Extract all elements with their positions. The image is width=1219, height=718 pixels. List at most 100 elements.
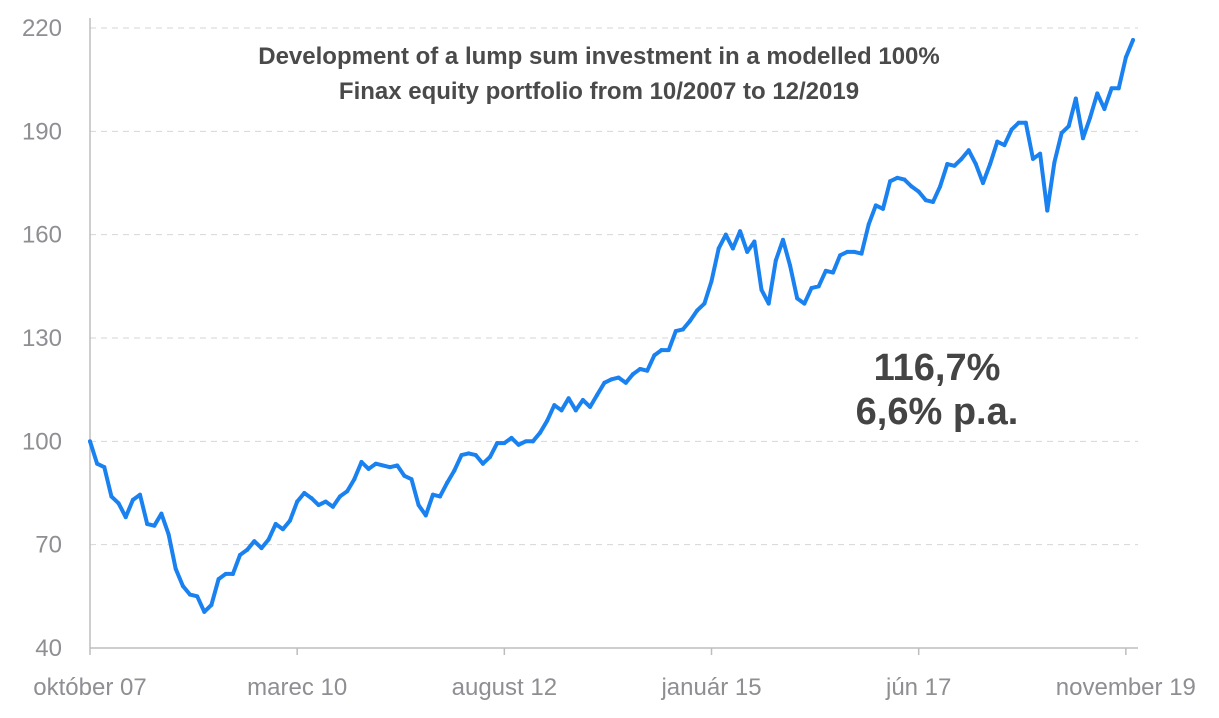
data-point — [330, 504, 335, 509]
data-point — [595, 392, 600, 397]
data-point — [909, 184, 914, 189]
data-point — [480, 461, 485, 466]
data-point — [823, 268, 828, 273]
data-point — [230, 571, 235, 576]
title-line-2: Finax equity portfolio from 10/2007 to 1… — [339, 78, 859, 105]
data-point — [573, 408, 578, 413]
data-point — [109, 494, 114, 499]
data-point — [638, 367, 643, 371]
data-point — [538, 430, 543, 435]
data-point — [216, 577, 221, 582]
y-tick-label: 130 — [22, 325, 62, 352]
data-point — [838, 253, 843, 258]
data-point — [980, 181, 985, 185]
data-point — [95, 461, 100, 466]
data-point — [859, 251, 864, 256]
data-point — [666, 348, 671, 353]
data-point — [888, 179, 893, 184]
data-point — [395, 463, 400, 468]
data-point — [866, 222, 871, 227]
x-tick-label: marec 10 — [247, 674, 347, 701]
data-point — [702, 301, 707, 306]
data-point — [566, 396, 571, 401]
data-point — [459, 453, 464, 458]
data-point — [188, 592, 193, 597]
data-point — [880, 206, 885, 211]
title-line-1: Development of a lump sum investment in … — [258, 43, 940, 70]
grid-lines — [89, 18, 1138, 649]
data-point — [616, 375, 621, 380]
data-point — [380, 463, 385, 468]
data-point — [1095, 91, 1100, 96]
data-point — [1059, 131, 1064, 136]
data-point — [338, 494, 343, 499]
series-line — [88, 38, 1135, 614]
data-point — [588, 404, 593, 409]
data-point — [166, 532, 171, 537]
data-point — [545, 418, 550, 423]
data-point — [709, 279, 714, 284]
data-point — [1066, 124, 1071, 129]
data-point — [409, 477, 414, 482]
data-point — [745, 249, 750, 254]
data-point — [416, 503, 421, 508]
data-point — [295, 499, 300, 504]
data-point — [995, 139, 1000, 144]
data-point — [495, 441, 500, 446]
data-point — [502, 441, 507, 446]
data-point — [1030, 156, 1035, 161]
data-point — [130, 497, 135, 502]
data-point — [680, 327, 685, 332]
data-point — [730, 246, 735, 251]
data-point — [352, 477, 357, 482]
data-point — [923, 198, 928, 203]
data-point — [780, 237, 785, 242]
data-point — [788, 263, 793, 268]
data-point — [1009, 127, 1014, 132]
data-point — [802, 301, 807, 306]
data-point — [630, 372, 635, 377]
chart-title: Development of a lump sum investment in … — [258, 43, 940, 105]
data-point — [345, 489, 350, 494]
data-point — [645, 368, 650, 373]
y-tick-label: 70 — [35, 532, 62, 559]
data-point — [673, 329, 678, 334]
data-point — [766, 301, 771, 306]
data-point — [266, 537, 271, 542]
data-point — [530, 439, 535, 444]
data-point — [759, 287, 764, 292]
data-point — [723, 232, 728, 237]
data-point — [602, 380, 607, 385]
x-tick-label: jún 17 — [885, 674, 951, 701]
data-point — [1045, 208, 1050, 213]
data-point — [916, 189, 921, 194]
data-point — [102, 465, 107, 470]
data-point — [1002, 143, 1007, 148]
data-point — [845, 249, 850, 254]
data-point — [123, 515, 128, 520]
data-point — [773, 258, 778, 263]
data-point — [852, 249, 857, 254]
data-point — [516, 442, 521, 447]
data-point — [688, 318, 693, 323]
data-point — [952, 163, 957, 168]
data-point — [366, 466, 371, 471]
data-point — [559, 408, 564, 413]
data-point — [238, 553, 243, 557]
data-point — [245, 547, 250, 552]
data-point — [959, 156, 964, 161]
data-point — [195, 594, 200, 599]
data-point — [288, 518, 293, 523]
data-point — [580, 398, 585, 402]
data-point — [988, 162, 993, 167]
data-point — [180, 584, 185, 588]
data-point — [930, 199, 935, 204]
data-point — [223, 571, 228, 576]
data-point — [830, 270, 835, 275]
data-point — [523, 439, 528, 444]
data-point — [116, 501, 121, 506]
data-point — [659, 348, 664, 353]
data-point — [152, 523, 157, 528]
